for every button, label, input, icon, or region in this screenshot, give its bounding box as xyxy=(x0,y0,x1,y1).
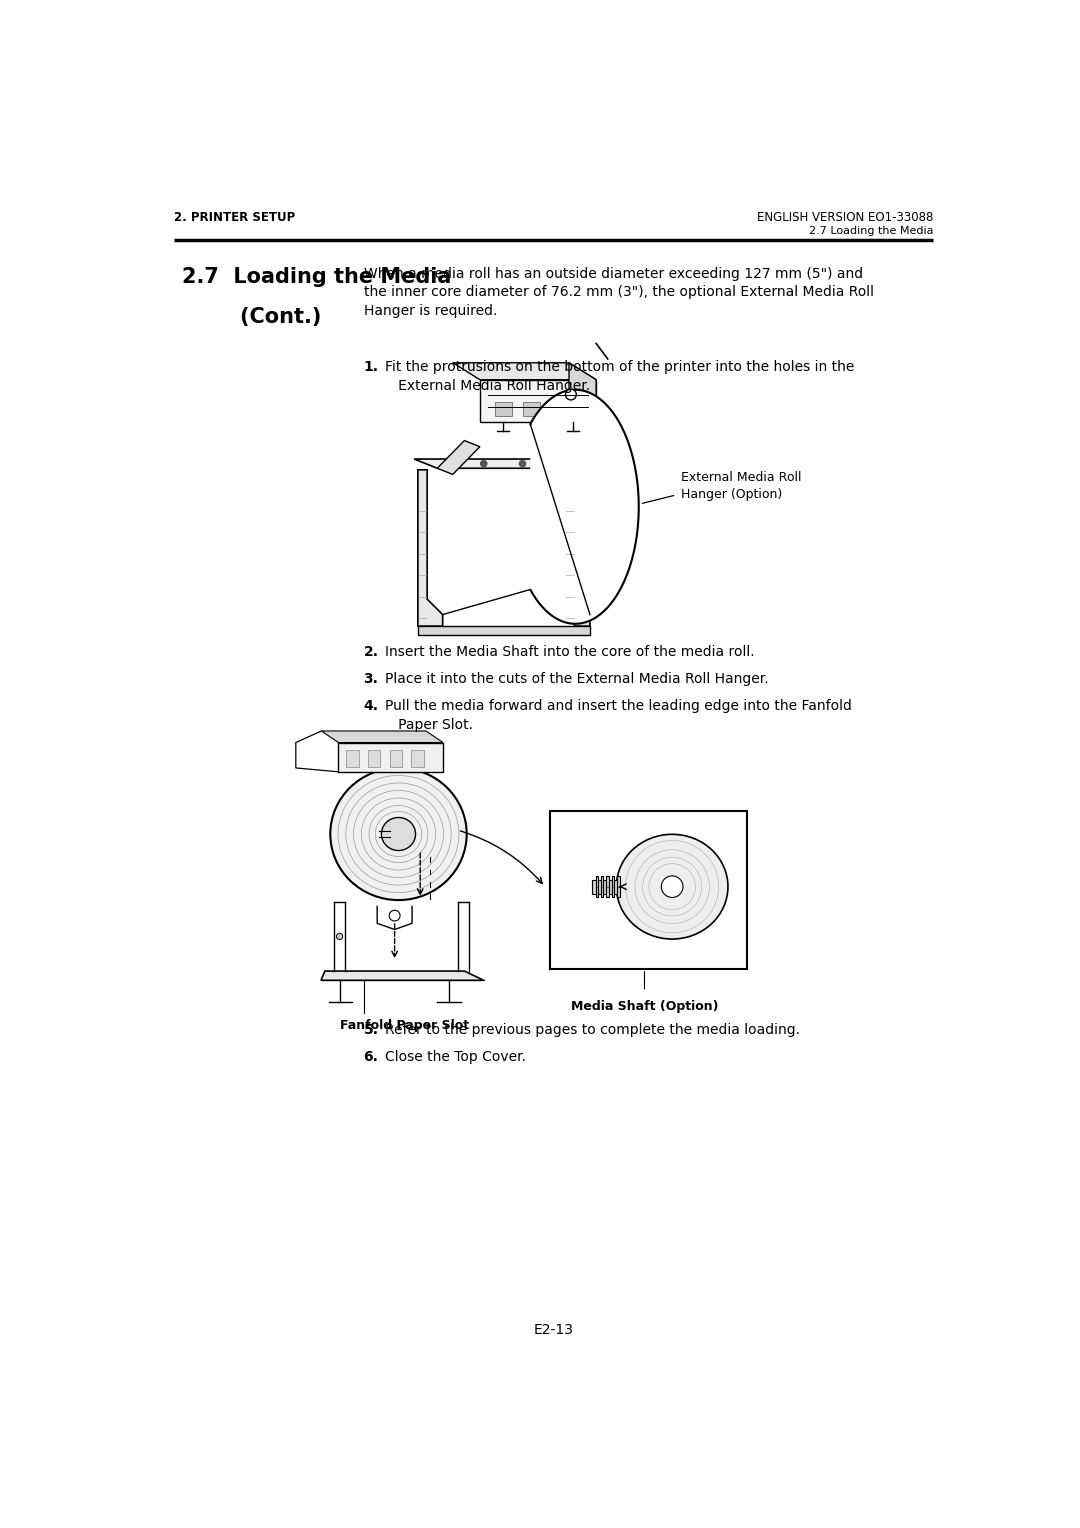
Bar xyxy=(496,402,512,416)
Circle shape xyxy=(481,460,487,466)
Polygon shape xyxy=(569,362,596,422)
Text: E2-13: E2-13 xyxy=(534,1323,573,1337)
Text: External Media Roll
Hanger (Option): External Media Roll Hanger (Option) xyxy=(681,471,801,501)
Text: 2. PRINTER SETUP: 2. PRINTER SETUP xyxy=(174,211,295,225)
Bar xyxy=(550,811,747,969)
Polygon shape xyxy=(322,730,443,743)
Text: Pull the media forward and insert the leading edge into the Fanfold
   Paper Slo: Pull the media forward and insert the le… xyxy=(386,700,852,732)
Bar xyxy=(550,402,567,416)
Text: 2.7  Loading the Media: 2.7 Loading the Media xyxy=(181,266,450,287)
Polygon shape xyxy=(565,469,590,626)
Polygon shape xyxy=(453,362,596,380)
Text: (Cont.): (Cont.) xyxy=(181,307,321,327)
Text: Fanfold Paper Slot: Fanfold Paper Slot xyxy=(340,1019,470,1031)
Bar xyxy=(411,750,423,767)
Bar xyxy=(617,876,620,897)
Bar xyxy=(390,750,402,767)
Text: Media Shaft (Option): Media Shaft (Option) xyxy=(570,999,718,1013)
Ellipse shape xyxy=(330,769,467,900)
Bar xyxy=(611,876,615,897)
Bar xyxy=(347,750,359,767)
Text: When a media roll has an outside diameter exceeding 127 mm (5") and
the inner co: When a media roll has an outside diamete… xyxy=(364,266,874,318)
Bar xyxy=(418,626,590,636)
Polygon shape xyxy=(530,390,638,623)
Polygon shape xyxy=(414,458,608,468)
Circle shape xyxy=(337,934,342,940)
Text: Close the Top Cover.: Close the Top Cover. xyxy=(386,1050,526,1063)
Polygon shape xyxy=(321,972,484,981)
Polygon shape xyxy=(418,469,443,626)
Bar xyxy=(606,876,609,897)
Text: Place it into the cuts of the External Media Roll Hanger.: Place it into the cuts of the External M… xyxy=(386,672,769,686)
Bar xyxy=(368,750,380,767)
Ellipse shape xyxy=(661,876,683,897)
Ellipse shape xyxy=(381,817,416,851)
Circle shape xyxy=(389,911,400,921)
Text: 3.: 3. xyxy=(364,672,378,686)
Bar xyxy=(338,743,443,772)
Text: 2.: 2. xyxy=(364,645,379,660)
Text: Fit the protrusions on the bottom of the printer into the holes in the
   Extern: Fit the protrusions on the bottom of the… xyxy=(386,361,854,393)
Bar xyxy=(592,880,620,894)
Circle shape xyxy=(519,460,526,466)
Polygon shape xyxy=(437,440,480,474)
Text: Refer to the previous pages to complete the media loading.: Refer to the previous pages to complete … xyxy=(386,1022,800,1036)
Text: ENGLISH VERSION EO1-33088: ENGLISH VERSION EO1-33088 xyxy=(757,211,933,225)
Text: 5.: 5. xyxy=(364,1022,379,1036)
Bar xyxy=(602,876,604,897)
Text: 1.: 1. xyxy=(364,361,379,374)
Bar xyxy=(523,402,540,416)
Ellipse shape xyxy=(617,834,728,940)
Text: 2.7 Loading the Media: 2.7 Loading the Media xyxy=(809,226,933,237)
Text: 4.: 4. xyxy=(364,700,379,714)
Polygon shape xyxy=(480,380,596,422)
Text: Insert the Media Shaft into the core of the media roll.: Insert the Media Shaft into the core of … xyxy=(386,645,755,660)
Bar xyxy=(596,876,598,897)
Text: 6.: 6. xyxy=(364,1050,378,1063)
Circle shape xyxy=(566,390,577,400)
